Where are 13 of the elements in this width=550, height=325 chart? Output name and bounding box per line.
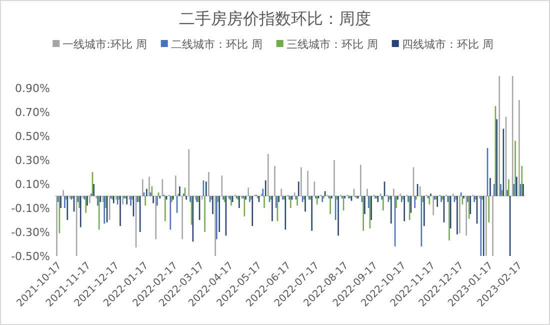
chart-title: 二手房房价指数环比：周度 [179,9,371,28]
legend-label: 一线城市:环比 周 [62,38,147,51]
legend-label: 三线城市：环比 周 [286,38,378,51]
y-tick-label: -0.50% [11,250,50,263]
y-tick-label: 0.10% [15,178,50,191]
y-tick-label: -0.10% [11,202,50,215]
y-tick-label: 0.30% [15,154,50,167]
y-tick-label: 0.50% [15,130,50,143]
legend-label: 二线城市：环比 周 [170,38,262,51]
y-tick-label: 0.90% [15,82,50,95]
y-tick-label: -0.30% [11,226,50,239]
legend-label: 四线城市：环比 周 [402,38,494,51]
y-tick-label: 0.70% [15,106,50,119]
